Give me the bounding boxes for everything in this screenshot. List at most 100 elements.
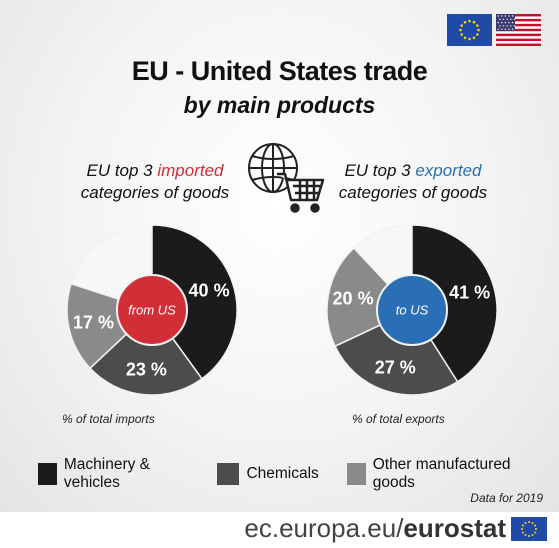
imports-heading-line2: categories of goods [80, 183, 230, 202]
eu-star [534, 524, 537, 526]
page-subtitle: by main products [183, 92, 376, 118]
footer-domain: ec.europa.eu/ [244, 513, 404, 543]
eu-star [472, 36, 476, 40]
eu-star [521, 527, 523, 530]
legend-item-chemicals: Chemicals [217, 463, 319, 485]
legend-label-machinery: Machinery & vehicles [63, 456, 151, 491]
eu-star [528, 534, 530, 537]
exports-label-machinery: 41 % [449, 282, 491, 303]
imports-pie-chart [66, 225, 238, 396]
eu-star [521, 531, 524, 533]
imports-label-other: 17 % [72, 312, 114, 333]
legend-label-chemicals: Chemicals [246, 465, 319, 482]
us-star [506, 25, 508, 27]
source-note: Data for 2019 [470, 491, 543, 505]
imports-center-label: from US [128, 302, 176, 318]
exports-center-label: to US [395, 302, 429, 318]
footer-brand: eurostat [403, 513, 506, 543]
us-star [513, 25, 516, 27]
eu-star [468, 19, 471, 23]
exports-center-circle [376, 274, 448, 346]
infographic-panel: EU - United States trade by main product… [0, 0, 559, 512]
exports-slice-chemicals [334, 309, 459, 396]
eu-star [472, 20, 476, 24]
eu-star [463, 20, 467, 24]
eu-star [477, 28, 480, 32]
eu-star [463, 36, 467, 40]
exports-heading: EU top 3 exported categories of goods [318, 160, 508, 204]
imports-label-chemicals: 23 % [125, 359, 167, 380]
us-star [508, 28, 510, 30]
us-star [499, 25, 501, 27]
imports-heading-pre: EU top 3 [86, 161, 158, 180]
page-title: EU - United States trade [131, 56, 428, 86]
eu-star [524, 533, 527, 536]
eu-logo-icon [511, 516, 547, 541]
eu-star [460, 24, 464, 27]
eu-star [534, 531, 537, 533]
legend-swatch-machinery [38, 463, 57, 485]
imports-heading-highlight: imported [157, 161, 224, 180]
imports-heading: EU top 3 imported categories of goods [60, 160, 250, 204]
us-star [510, 25, 512, 27]
globe-cart-icon [248, 143, 325, 213]
us-star [502, 18, 505, 20]
us-star [501, 21, 503, 24]
us-star [508, 21, 510, 24]
legend-swatch-chemicals [217, 463, 240, 485]
us-star [497, 15, 499, 17]
us-star [513, 18, 516, 20]
footer: ec.europa.eu/eurostat [244, 513, 547, 544]
us-stripe [496, 33, 541, 37]
eu-star [475, 33, 479, 36]
us-stripe [496, 38, 541, 42]
legend-swatch-other [346, 463, 366, 485]
us-star [499, 18, 501, 20]
us-star [501, 28, 503, 30]
us-stripe [496, 43, 541, 46]
exports-note: % of total exports [352, 412, 445, 426]
us-star [504, 28, 507, 30]
us-star [497, 28, 499, 30]
eu-star [528, 520, 530, 523]
imports-slice-chemicals [88, 308, 204, 396]
exports-pie-chart [326, 225, 498, 396]
exports-label-other: 20 % [332, 288, 374, 309]
us-star [510, 18, 512, 20]
eu-star [468, 37, 471, 41]
us-flag-icon [496, 14, 541, 46]
us-star [506, 18, 508, 20]
us-star [511, 28, 514, 30]
us-star [508, 15, 510, 17]
imports-label-machinery: 40 % [188, 280, 230, 301]
us-star [501, 15, 503, 17]
us-star [502, 25, 505, 27]
us-stripe [496, 18, 541, 22]
imports-center-circle [116, 274, 188, 346]
legend-item-other: Other manufactured goods [346, 456, 531, 492]
us-star [504, 21, 507, 24]
legend-label-other: Other manufactured goods [372, 456, 511, 491]
eu-star [521, 524, 524, 526]
us-stripe [496, 28, 541, 32]
imports-slice-machinery [151, 225, 238, 380]
flags [447, 14, 541, 46]
us-stripe [496, 14, 541, 17]
us-stripe [496, 23, 541, 27]
us-star [497, 21, 499, 24]
exports-heading-pre: EU top 3 [344, 161, 416, 180]
exports-heading-highlight: exported [415, 161, 482, 180]
exports-heading-line2: categories of goods [338, 183, 488, 202]
legend-item-machinery: Machinery & vehicles [38, 456, 189, 492]
us-star [504, 15, 507, 17]
eu-star [524, 521, 527, 524]
eu-flag-icon [447, 14, 492, 46]
eu-star [459, 28, 462, 32]
eu-star [475, 24, 479, 27]
exports-label-chemicals: 27 % [374, 357, 416, 378]
eu-star [531, 533, 534, 536]
eu-star [460, 33, 464, 36]
us-star [511, 15, 514, 17]
exports-slice-other [326, 246, 414, 348]
legend: Machinery & vehicles Chemicals Other man… [38, 456, 559, 492]
